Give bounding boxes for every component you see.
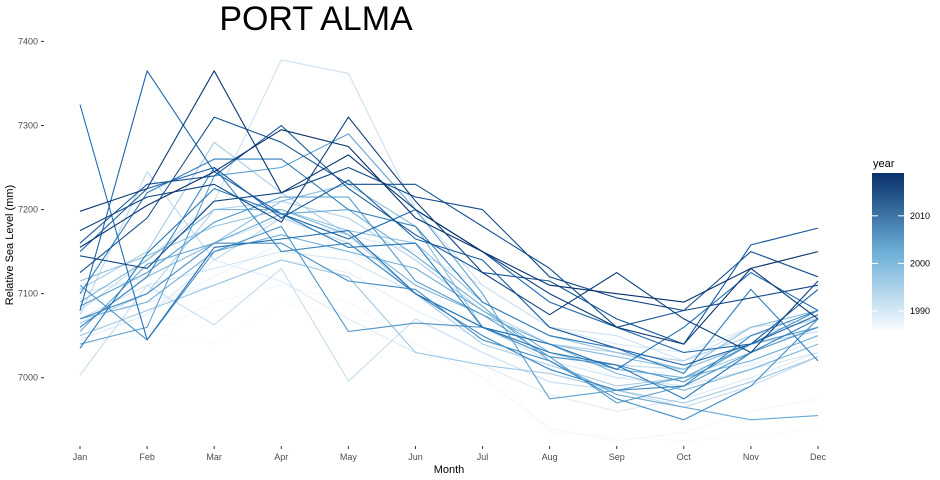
- y-tick-label: 7200: [18, 205, 38, 215]
- series-line-2015: [79, 116, 819, 328]
- series-line-2010: [79, 188, 819, 400]
- x-tick-label: Dec: [810, 452, 827, 462]
- series-line-2005: [79, 196, 819, 404]
- x-tick-label: Jan: [73, 452, 88, 462]
- series-line-1988: [79, 242, 819, 379]
- series-line-1999: [79, 209, 819, 370]
- y-tick-label: 7300: [18, 120, 38, 130]
- series-line-1994: [79, 267, 819, 408]
- legend-tick-label: 2000: [910, 258, 930, 268]
- series-line-2000: [79, 183, 819, 370]
- y-axis: 7000 7100 7200 7300 7400: [18, 36, 44, 383]
- series-line-1997: [79, 141, 819, 387]
- x-tick-label: Nov: [743, 452, 760, 462]
- series-line-2008: [79, 166, 819, 391]
- legend-tick-label: 1990: [910, 306, 930, 316]
- x-tick-label: Sep: [609, 452, 625, 462]
- x-tick-label: Oct: [677, 452, 692, 462]
- y-tick-label: 7000: [18, 373, 38, 383]
- x-axis-title: Month: [434, 464, 465, 476]
- series-line-2004: [79, 133, 819, 400]
- legend-colorbar: [872, 173, 904, 330]
- x-tick-label: Mar: [206, 452, 222, 462]
- series-line-1993: [79, 59, 819, 362]
- series-line-2019: [79, 129, 819, 303]
- y-tick-label: 7100: [18, 289, 38, 299]
- x-axis: Jan Feb Mar Apr May Jun Jul Aug Sep Oct Nov Dec: [73, 446, 827, 462]
- series-line-2011: [79, 104, 819, 370]
- x-tick-label: Aug: [542, 452, 558, 462]
- series-line-2018: [79, 70, 819, 345]
- series-line-2016: [79, 166, 819, 312]
- series-line-2006: [79, 225, 819, 383]
- x-tick-label: Feb: [139, 452, 155, 462]
- series-line-1986: [79, 301, 819, 442]
- x-tick-label: Jun: [408, 452, 423, 462]
- year-legend: year 1990 2000 2010: [872, 158, 930, 330]
- x-tick-label: May: [340, 452, 358, 462]
- x-tick-label: Apr: [274, 452, 288, 462]
- legend-tick-label: 2010: [910, 211, 930, 221]
- y-tick-label: 7400: [18, 36, 38, 46]
- series-line-2009: [79, 158, 819, 375]
- legend-title: year: [873, 158, 895, 170]
- chart-title: PORT ALMA: [219, 0, 413, 38]
- series-lines: [79, 59, 819, 442]
- y-axis-title: Relative Sea Level (mm): [4, 185, 16, 305]
- series-line-2002: [79, 234, 819, 379]
- series-line-2013: [79, 166, 819, 366]
- series-line-2017: [79, 116, 819, 354]
- series-line-2003: [79, 209, 819, 421]
- series-line-2001: [79, 209, 819, 391]
- series-line-1998: [79, 259, 819, 404]
- x-tick-label: Jul: [477, 452, 489, 462]
- series-line-1987: [79, 284, 819, 442]
